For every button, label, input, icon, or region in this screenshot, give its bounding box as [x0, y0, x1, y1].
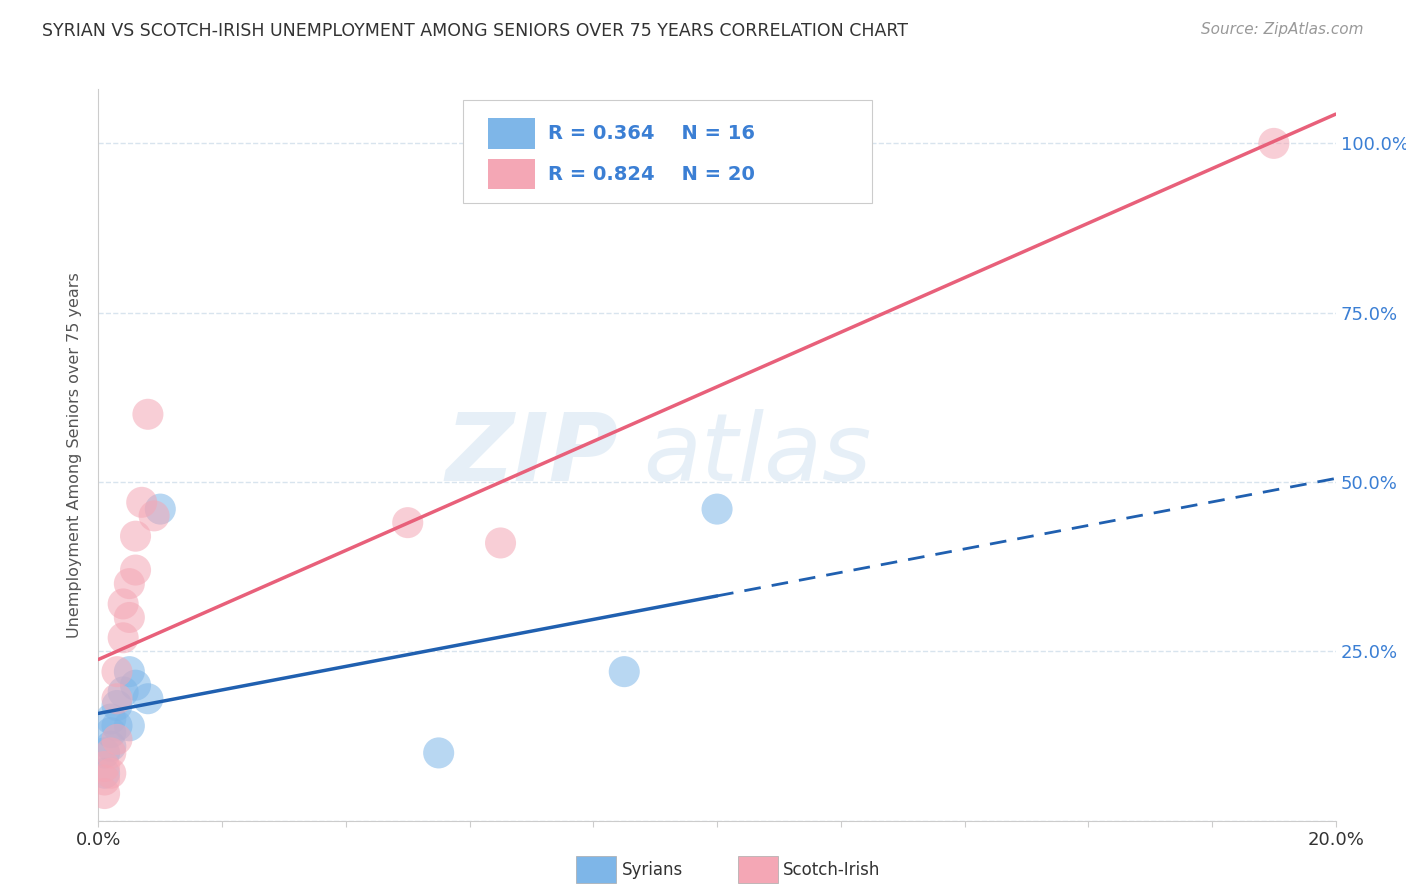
Point: [1263, 136, 1285, 151]
Point: [118, 665, 141, 679]
Point: [105, 698, 128, 713]
Point: [93, 759, 115, 773]
Point: [124, 678, 146, 692]
Point: [143, 508, 166, 523]
Point: [136, 407, 159, 421]
Text: Scotch-Irish: Scotch-Irish: [783, 861, 880, 879]
Point: [149, 502, 172, 516]
Point: [93, 787, 115, 801]
Point: [131, 495, 153, 509]
Point: [112, 631, 135, 645]
Point: [112, 597, 135, 611]
Point: [105, 665, 128, 679]
Point: [124, 563, 146, 577]
Text: ZIP: ZIP: [446, 409, 619, 501]
Point: [112, 685, 135, 699]
Point: [118, 610, 141, 624]
Point: [613, 665, 636, 679]
Text: SYRIAN VS SCOTCH-IRISH UNEMPLOYMENT AMONG SENIORS OVER 75 YEARS CORRELATION CHAR: SYRIAN VS SCOTCH-IRISH UNEMPLOYMENT AMON…: [42, 22, 908, 40]
FancyBboxPatch shape: [488, 119, 536, 149]
Text: atlas: atlas: [643, 409, 872, 500]
Point: [706, 502, 728, 516]
Point: [396, 516, 419, 530]
Point: [93, 766, 115, 780]
Point: [105, 691, 128, 706]
Point: [100, 712, 122, 726]
Point: [100, 725, 122, 739]
Point: [100, 766, 122, 780]
Text: Syrians: Syrians: [621, 861, 683, 879]
Point: [100, 739, 122, 753]
Point: [93, 746, 115, 760]
Text: Source: ZipAtlas.com: Source: ZipAtlas.com: [1201, 22, 1364, 37]
Point: [124, 529, 146, 543]
Point: [427, 746, 450, 760]
Point: [105, 719, 128, 733]
Point: [118, 576, 141, 591]
Point: [100, 746, 122, 760]
Point: [105, 732, 128, 747]
Point: [118, 719, 141, 733]
Point: [489, 536, 512, 550]
Point: [93, 772, 115, 787]
FancyBboxPatch shape: [488, 159, 536, 189]
FancyBboxPatch shape: [464, 100, 872, 202]
Point: [136, 691, 159, 706]
Text: R = 0.824    N = 20: R = 0.824 N = 20: [547, 164, 755, 184]
Y-axis label: Unemployment Among Seniors over 75 years: Unemployment Among Seniors over 75 years: [67, 272, 83, 638]
Text: R = 0.364    N = 16: R = 0.364 N = 16: [547, 124, 755, 144]
